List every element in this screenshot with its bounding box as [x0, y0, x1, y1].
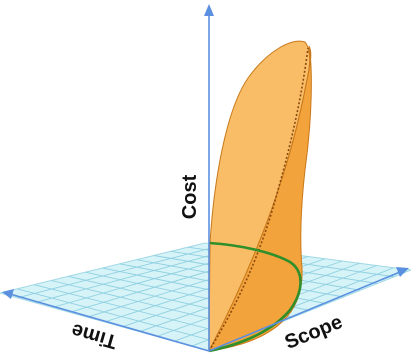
grid-plane-fill — [0, 242, 411, 352]
surface-right-face — [208, 45, 312, 352]
cost-surface — [208, 40, 312, 353]
axes — [2, 4, 409, 352]
base-grid-plane — [0, 242, 411, 352]
time-axis-arrow — [2, 289, 14, 299]
scope-axis-arrow — [396, 267, 409, 277]
time-axis — [9, 293, 210, 352]
grid-line — [34, 247, 240, 304]
surface-dashed-edge — [208, 47, 309, 352]
grid-line — [17, 244, 223, 299]
cost-axis-label: Cost — [179, 174, 201, 219]
base-curve — [208, 241, 302, 353]
scope-axis — [208, 271, 401, 352]
cost-axis-arrow — [204, 4, 214, 16]
